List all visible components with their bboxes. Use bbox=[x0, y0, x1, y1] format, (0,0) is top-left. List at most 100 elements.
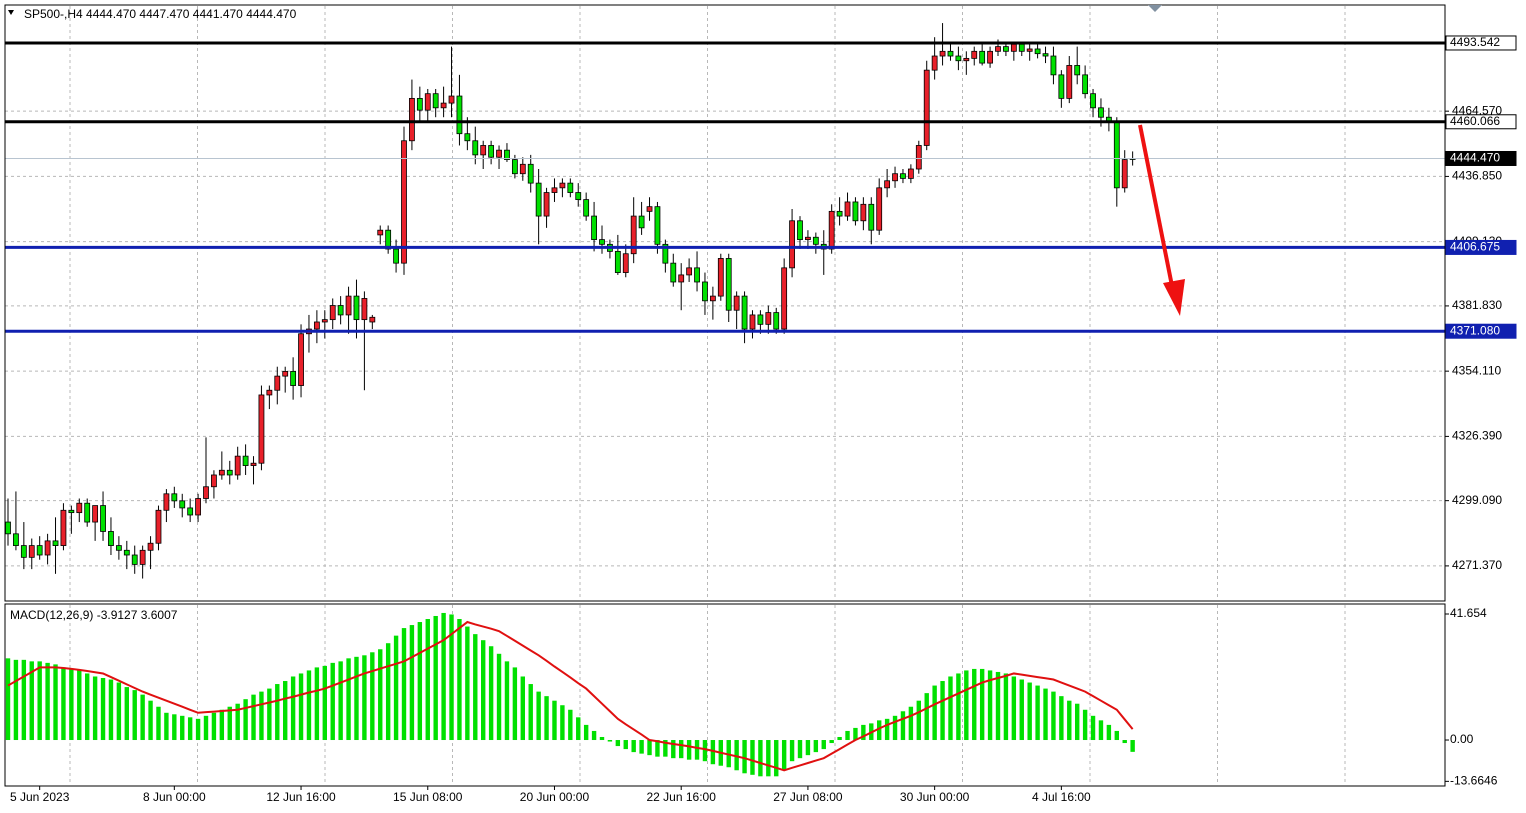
candle-body bbox=[757, 314, 764, 325]
histogram-bar bbox=[45, 662, 50, 741]
candle-body bbox=[884, 180, 891, 189]
histogram-bar bbox=[900, 711, 906, 741]
candle-body bbox=[995, 46, 1001, 52]
histogram-bar bbox=[766, 740, 771, 777]
candle-body bbox=[860, 203, 867, 222]
histogram-bar bbox=[441, 612, 446, 741]
candle-body bbox=[591, 215, 597, 241]
candle-body bbox=[282, 371, 289, 377]
candle-body bbox=[915, 145, 922, 170]
histogram-bar bbox=[639, 740, 644, 754]
histogram-bar bbox=[702, 740, 708, 762]
histogram-bar bbox=[306, 670, 312, 741]
histogram-bar bbox=[203, 715, 209, 741]
candle-body bbox=[836, 210, 843, 217]
histogram-bar bbox=[100, 677, 106, 741]
histogram-bar bbox=[948, 676, 953, 741]
histogram-bar bbox=[686, 740, 692, 760]
candle-body bbox=[852, 201, 859, 222]
candle-body bbox=[377, 229, 384, 236]
candle-body bbox=[1050, 55, 1057, 76]
candle-body bbox=[575, 192, 582, 200]
histogram-bar bbox=[481, 640, 486, 741]
histogram-bar bbox=[409, 625, 415, 741]
arrow-shaft bbox=[1138, 124, 1176, 297]
candle-body bbox=[234, 455, 241, 476]
histogram-bar bbox=[314, 667, 320, 741]
candle-body bbox=[472, 140, 479, 156]
histogram-bar bbox=[694, 740, 700, 760]
candle-body bbox=[559, 182, 566, 189]
histogram-bar bbox=[568, 709, 573, 741]
candle-body bbox=[987, 50, 993, 64]
histogram-bar bbox=[195, 718, 201, 741]
histogram-bar bbox=[781, 740, 787, 771]
candle-body bbox=[155, 509, 162, 544]
candle-body bbox=[630, 215, 637, 255]
histogram-bar bbox=[536, 691, 541, 741]
y-tick-label: 0.00 bbox=[1450, 732, 1474, 746]
histogram-bar bbox=[758, 740, 763, 777]
signal-line bbox=[7, 620, 1134, 772]
histogram-bar bbox=[219, 709, 225, 741]
histogram-bar bbox=[987, 670, 993, 741]
candle-body bbox=[361, 298, 368, 321]
candle-body bbox=[44, 540, 51, 556]
candle-body bbox=[892, 173, 898, 182]
histogram-bar bbox=[583, 724, 589, 741]
histogram-bar bbox=[647, 740, 652, 756]
candle-body bbox=[321, 319, 328, 323]
histogram-bar bbox=[797, 740, 803, 759]
histogram-bar bbox=[1019, 679, 1024, 741]
candle-body bbox=[797, 220, 803, 241]
histogram-bar bbox=[116, 682, 122, 741]
histogram-bar bbox=[496, 653, 502, 741]
histogram-bar bbox=[417, 622, 423, 741]
histogram-bar bbox=[956, 673, 961, 741]
x-tick-label: 15 Jun 08:00 bbox=[393, 790, 463, 804]
histogram-bar bbox=[148, 700, 153, 741]
histogram-bar bbox=[69, 668, 74, 741]
candle-body bbox=[1098, 107, 1104, 118]
candle-body bbox=[583, 199, 590, 217]
histogram-bar bbox=[449, 614, 454, 741]
candle-body bbox=[622, 253, 629, 273]
menu-icon[interactable] bbox=[8, 10, 14, 15]
candle-body bbox=[543, 192, 550, 217]
histogram-bar bbox=[576, 717, 581, 741]
candle-body bbox=[20, 545, 27, 558]
candle-body bbox=[900, 173, 906, 179]
x-tick-label: 5 Jun 2023 bbox=[10, 790, 70, 804]
histogram-bar bbox=[964, 670, 969, 741]
candle-body bbox=[242, 455, 249, 466]
candle-body bbox=[963, 57, 970, 62]
candle-body bbox=[369, 316, 376, 323]
histogram-bar bbox=[227, 706, 232, 741]
histogram-bar bbox=[861, 724, 866, 741]
histogram-bar bbox=[1067, 700, 1072, 741]
histogram-bar bbox=[346, 658, 351, 741]
candle-body bbox=[5, 521, 11, 535]
candle-body bbox=[599, 239, 605, 245]
histogram-bar bbox=[750, 740, 755, 775]
histogram-bar bbox=[1059, 696, 1064, 741]
level-label-box bbox=[1445, 150, 1517, 166]
histogram-bar bbox=[132, 690, 137, 741]
candle-body bbox=[36, 545, 43, 556]
histogram-bar bbox=[742, 740, 747, 774]
x-tick-label: 8 Jun 00:00 bbox=[143, 790, 206, 804]
histogram-bar bbox=[805, 740, 811, 756]
candle-body bbox=[741, 295, 748, 330]
candle-body bbox=[456, 95, 463, 135]
y-tick-label: 4299.090 bbox=[1452, 493, 1502, 507]
histogram-bar bbox=[1035, 685, 1040, 741]
histogram-bar bbox=[393, 635, 399, 741]
histogram-bar bbox=[631, 740, 636, 753]
histogram-bar bbox=[187, 717, 193, 741]
candle-body bbox=[266, 389, 273, 396]
histogram-bar bbox=[663, 740, 668, 757]
histogram-bar bbox=[290, 676, 296, 741]
candle-body bbox=[385, 229, 392, 250]
candle-body bbox=[1042, 53, 1049, 57]
